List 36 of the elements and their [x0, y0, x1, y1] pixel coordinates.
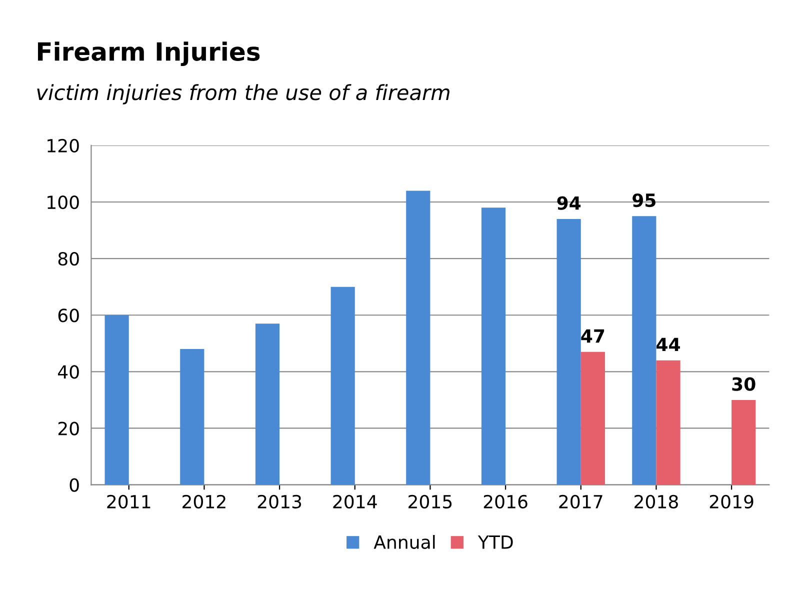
y-tick-label: 40 [58, 365, 79, 379]
data-label: 30 [732, 377, 756, 391]
x-tick-label: 2019 [710, 494, 754, 508]
chart-subtitle: victim injuries from the use of a firearm [37, 84, 450, 104]
x-tick-label: 2018 [634, 494, 678, 508]
bar [632, 216, 656, 485]
bar [255, 324, 280, 485]
bar [656, 360, 680, 485]
y-tick-label: 80 [58, 252, 79, 266]
x-tick-label: 2013 [258, 494, 302, 508]
y-tick-label: 20 [58, 422, 79, 436]
chart-title: Firearm Injuries [38, 42, 260, 66]
x-tick-label: 2014 [333, 494, 377, 508]
bar [406, 190, 430, 485]
x-tick-label: 2017 [559, 494, 602, 508]
bar [732, 400, 756, 485]
bar [481, 208, 506, 485]
data-label: 94 [557, 196, 581, 210]
bar [580, 352, 605, 485]
legend-label: Annual [374, 534, 435, 549]
bar [104, 315, 129, 485]
bar [556, 218, 581, 485]
legend-label: YTD [478, 536, 513, 549]
x-tick-label: 2016 [484, 494, 528, 508]
data-label: 44 [656, 338, 680, 352]
y-tick-label: 0 [70, 478, 79, 492]
bar [180, 349, 204, 485]
y-tick-label: 100 [48, 195, 79, 210]
y-tick-label: 120 [48, 138, 79, 153]
data-label: 47 [581, 329, 604, 343]
x-tick-label: 2015 [408, 494, 452, 508]
data-label: 95 [632, 193, 656, 208]
x-tick-label: 2012 [182, 494, 226, 508]
y-tick-label: 60 [58, 308, 79, 322]
bar [330, 286, 355, 485]
x-tick-label: 2011 [107, 494, 150, 508]
